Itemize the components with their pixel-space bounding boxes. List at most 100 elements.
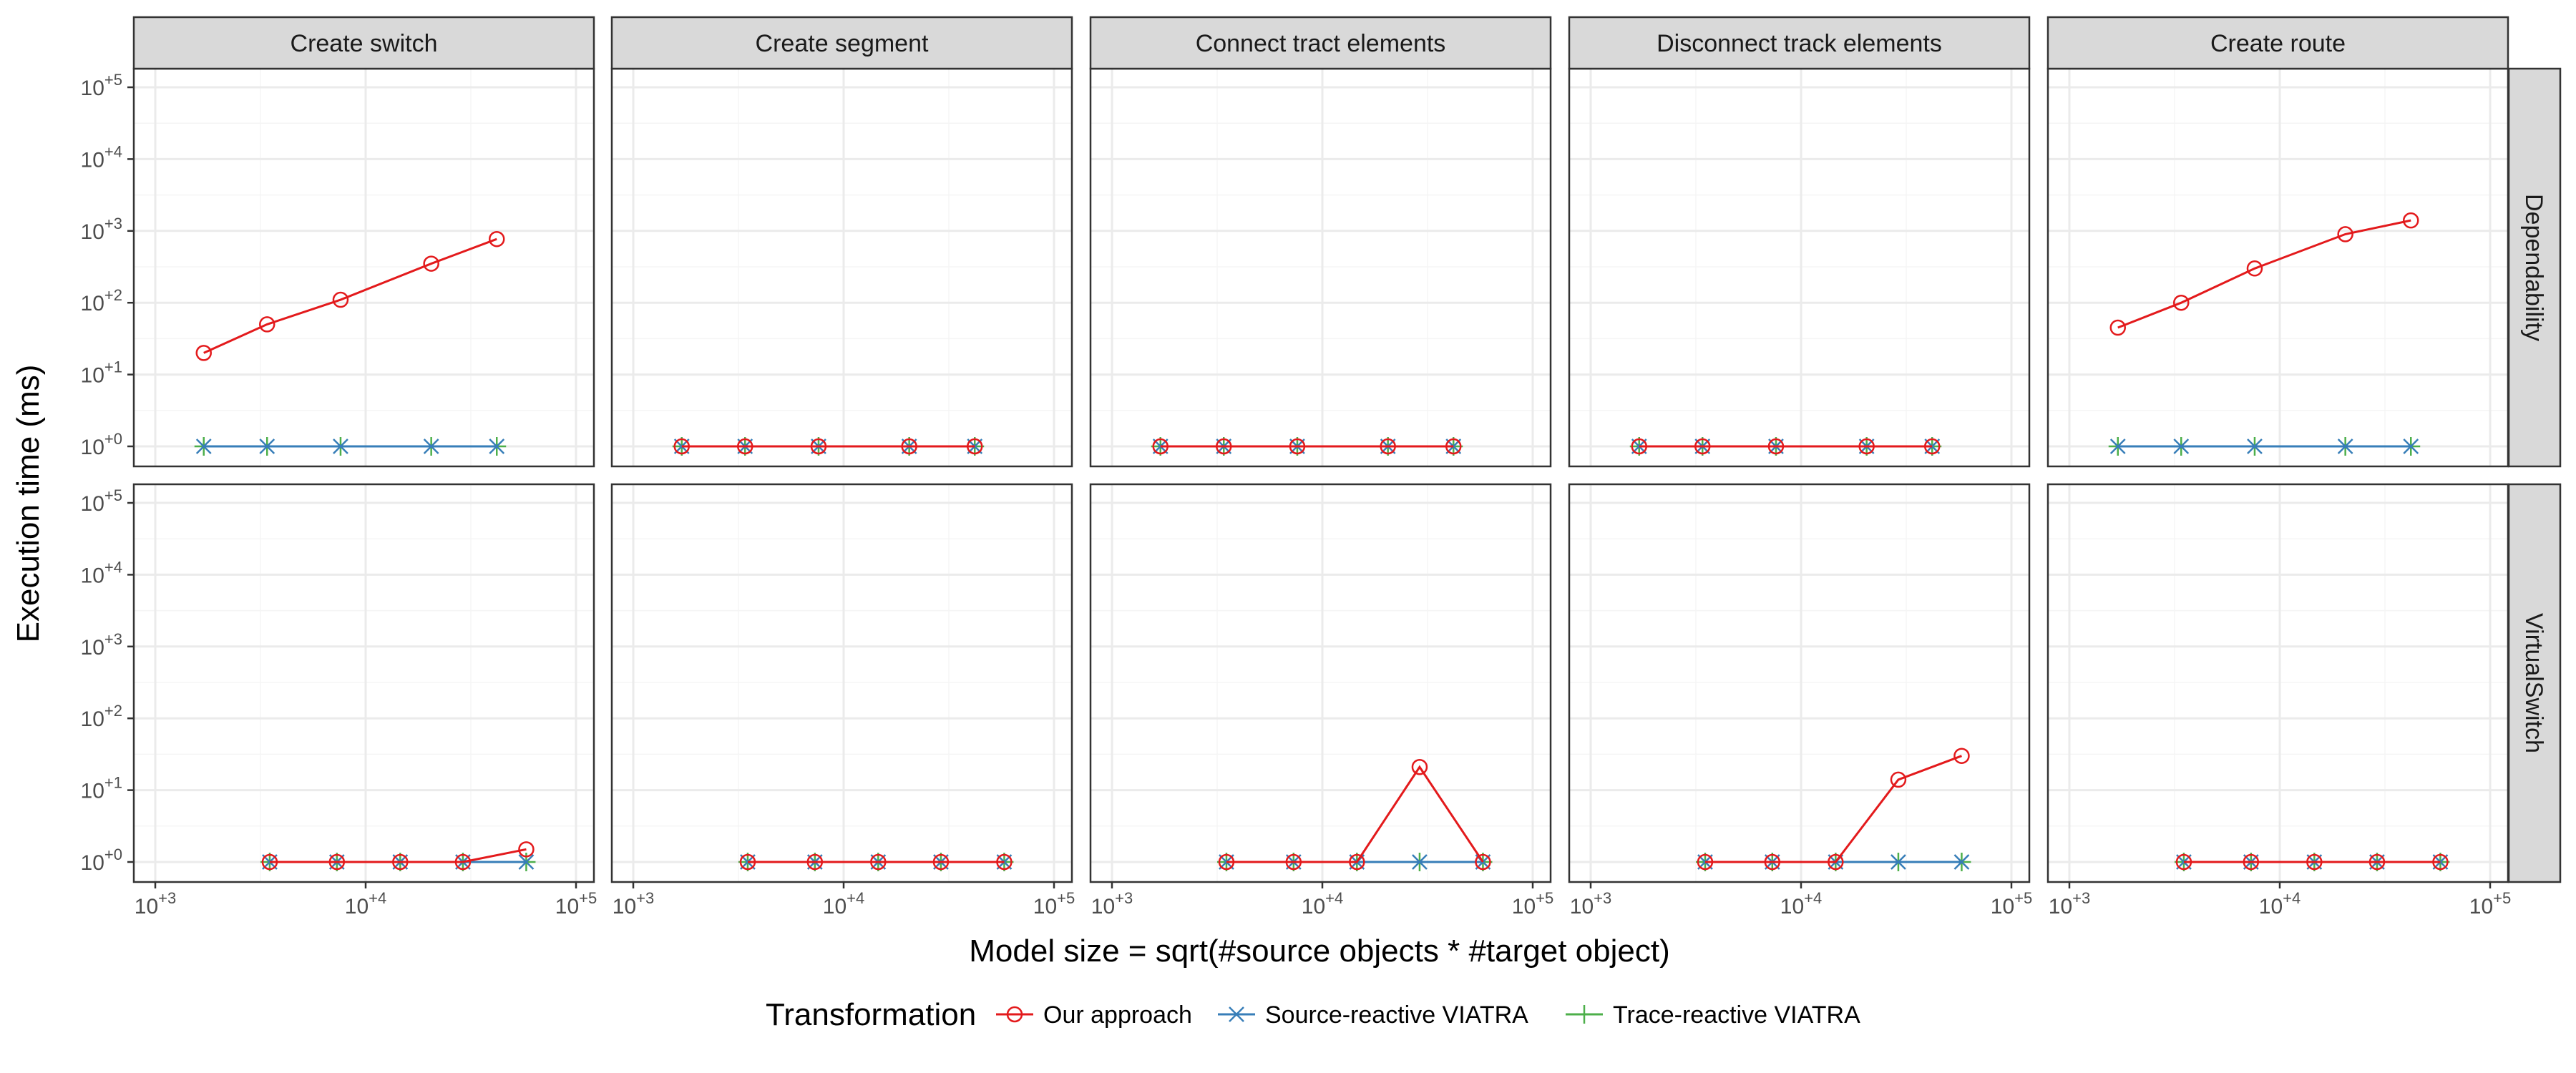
- data-point-our-approach: [673, 438, 691, 455]
- data-point-our-approach: [261, 853, 278, 871]
- y-axis-title: Execution time (ms): [11, 365, 46, 643]
- y-tick-label: 10+1: [81, 358, 122, 388]
- panel-dependability-create-switch: [132, 67, 595, 468]
- y-tick-label: 10+5: [81, 486, 122, 516]
- y-tick-label: 10+3: [81, 630, 122, 660]
- panel-virtualswitch-create-segment: [610, 483, 1073, 883]
- panel-dependability-create-segment: [610, 67, 1073, 468]
- x-tick-label: 10+5: [1512, 889, 1553, 918]
- series-line-our-approach: [1226, 765, 1484, 863]
- y-tick-label: 10+4: [81, 142, 122, 172]
- data-point-our-approach: [1411, 758, 1428, 775]
- x-tick-label: 10+3: [2049, 889, 2090, 918]
- y-tick-label: 10+2: [81, 702, 122, 731]
- data-point-our-approach: [328, 853, 346, 871]
- data-point-our-approach: [1890, 771, 1907, 788]
- facet-strip-create-switch: [132, 16, 595, 70]
- panel-dependability-disconnect-track-elements: [1568, 67, 2031, 468]
- panel-border: [1089, 483, 1552, 883]
- data-point-our-approach: [2337, 226, 2353, 242]
- y-tick-label: 10+0: [81, 430, 122, 459]
- panel-border: [610, 483, 1073, 883]
- facet-label-connect-tract-elements: Connect tract elements: [1196, 30, 1446, 57]
- y-tick-label: 10+2: [81, 286, 122, 315]
- facet-label-create-route: Create route: [2210, 30, 2346, 57]
- legend-item-trace-reactive-viatra: Trace-reactive VIATRA: [1566, 1001, 1860, 1029]
- facet-label-virtualswitch: VirtualSwitch: [2520, 613, 2547, 753]
- data-point-our-approach: [737, 438, 753, 455]
- data-point-our-approach: [1216, 438, 1232, 455]
- data-point-our-approach: [195, 345, 213, 361]
- panel-virtualswitch-create-switch: [132, 483, 595, 883]
- facet-strip-dependability: [2507, 67, 2562, 468]
- data-point-source-reactive-viatra: [2337, 438, 2353, 454]
- x-tick-label: 10+4: [823, 889, 864, 918]
- legend-label: Our approach: [1043, 1001, 1192, 1029]
- data-point-our-approach: [1631, 438, 1648, 455]
- data-point-our-approach: [1285, 853, 1302, 871]
- data-point-our-approach: [518, 841, 535, 858]
- legend-item-source-reactive-viatra: Source-reactive VIATRA: [1218, 1001, 1528, 1029]
- data-point-our-approach: [932, 853, 950, 871]
- facet-label-create-switch: Create switch: [291, 30, 438, 57]
- legend-title: Transformation: [766, 997, 976, 1032]
- data-point-our-approach: [1767, 438, 1785, 455]
- data-point-our-approach: [423, 255, 439, 272]
- panel-virtualswitch-create-route: [2046, 483, 2509, 883]
- x-tick-label: 10+5: [2469, 889, 2511, 918]
- data-point-our-approach: [488, 230, 505, 248]
- legend-label: Source-reactive VIATRA: [1265, 1001, 1528, 1029]
- legend-item-our-approach: Our approach: [996, 1001, 1192, 1029]
- data-point-our-approach: [870, 853, 887, 871]
- data-point-our-approach: [1858, 438, 1875, 455]
- legend-key-marker: [1006, 1006, 1023, 1023]
- data-point-source-reactive-viatra: [1953, 854, 1970, 870]
- facet-strip-create-segment: [610, 16, 1073, 70]
- y-tick-label: 10+0: [81, 846, 122, 875]
- data-point-our-approach: [2246, 260, 2263, 277]
- x-tick-label: 10+3: [1570, 889, 1611, 918]
- data-point-source-reactive-viatra: [195, 438, 212, 454]
- data-point-source-reactive-viatra: [333, 438, 348, 454]
- data-point-our-approach: [901, 438, 917, 455]
- legend-key-marker: [1229, 1006, 1244, 1022]
- series-line-our-approach: [269, 848, 527, 863]
- data-point-our-approach: [1445, 438, 1462, 455]
- data-point-our-approach: [1289, 438, 1306, 455]
- facet-label-create-segment: Create segment: [756, 30, 929, 57]
- legend: Transformation Our approach Source-reacti…: [766, 997, 1860, 1032]
- data-point-source-reactive-viatra: [2247, 438, 2263, 454]
- x-tick-label: 10+3: [1091, 889, 1133, 918]
- series-line-our-approach: [2117, 219, 2411, 329]
- y-tick-label: 10+1: [81, 774, 122, 803]
- data-point-our-approach: [1953, 748, 1970, 764]
- data-point-our-approach: [1697, 853, 1714, 871]
- panel-border: [132, 483, 595, 883]
- facet-strip-connect-tract-elements: [1089, 16, 1552, 70]
- facet-strip-virtualswitch: [2507, 483, 2562, 883]
- data-point-our-approach: [1218, 853, 1235, 871]
- data-point-our-approach: [259, 316, 275, 333]
- facet-strip-disconnect-track-elements: [1568, 16, 2031, 70]
- panel-border: [1568, 483, 2031, 883]
- data-point-our-approach: [2175, 853, 2192, 871]
- series-line-our-approach: [1704, 755, 1962, 863]
- legend-label: Trace-reactive VIATRA: [1613, 1001, 1860, 1029]
- data-point-our-approach: [2368, 853, 2386, 871]
- facet-label-disconnect-track-elements: Disconnect track elements: [1657, 30, 1942, 57]
- data-point-source-reactive-viatra: [423, 438, 439, 454]
- x-tick-label: 10+5: [1033, 889, 1075, 918]
- panel-dependability-connect-tract-elements: [1089, 67, 1552, 468]
- legend-key-marker: [1575, 1005, 1594, 1024]
- data-point-our-approach: [2109, 319, 2127, 336]
- x-tick-label: 10+3: [135, 889, 176, 918]
- data-point-source-reactive-viatra: [1890, 854, 1906, 870]
- panel-virtualswitch-connect-tract-elements: [1089, 483, 1552, 883]
- series-line-our-approach: [203, 237, 497, 354]
- x-tick-label: 10+4: [2259, 889, 2301, 918]
- y-tick-label: 10+4: [81, 558, 122, 587]
- x-tick-label: 10+4: [345, 889, 386, 918]
- y-tick-label: 10+5: [81, 71, 122, 100]
- data-point-our-approach: [332, 291, 349, 308]
